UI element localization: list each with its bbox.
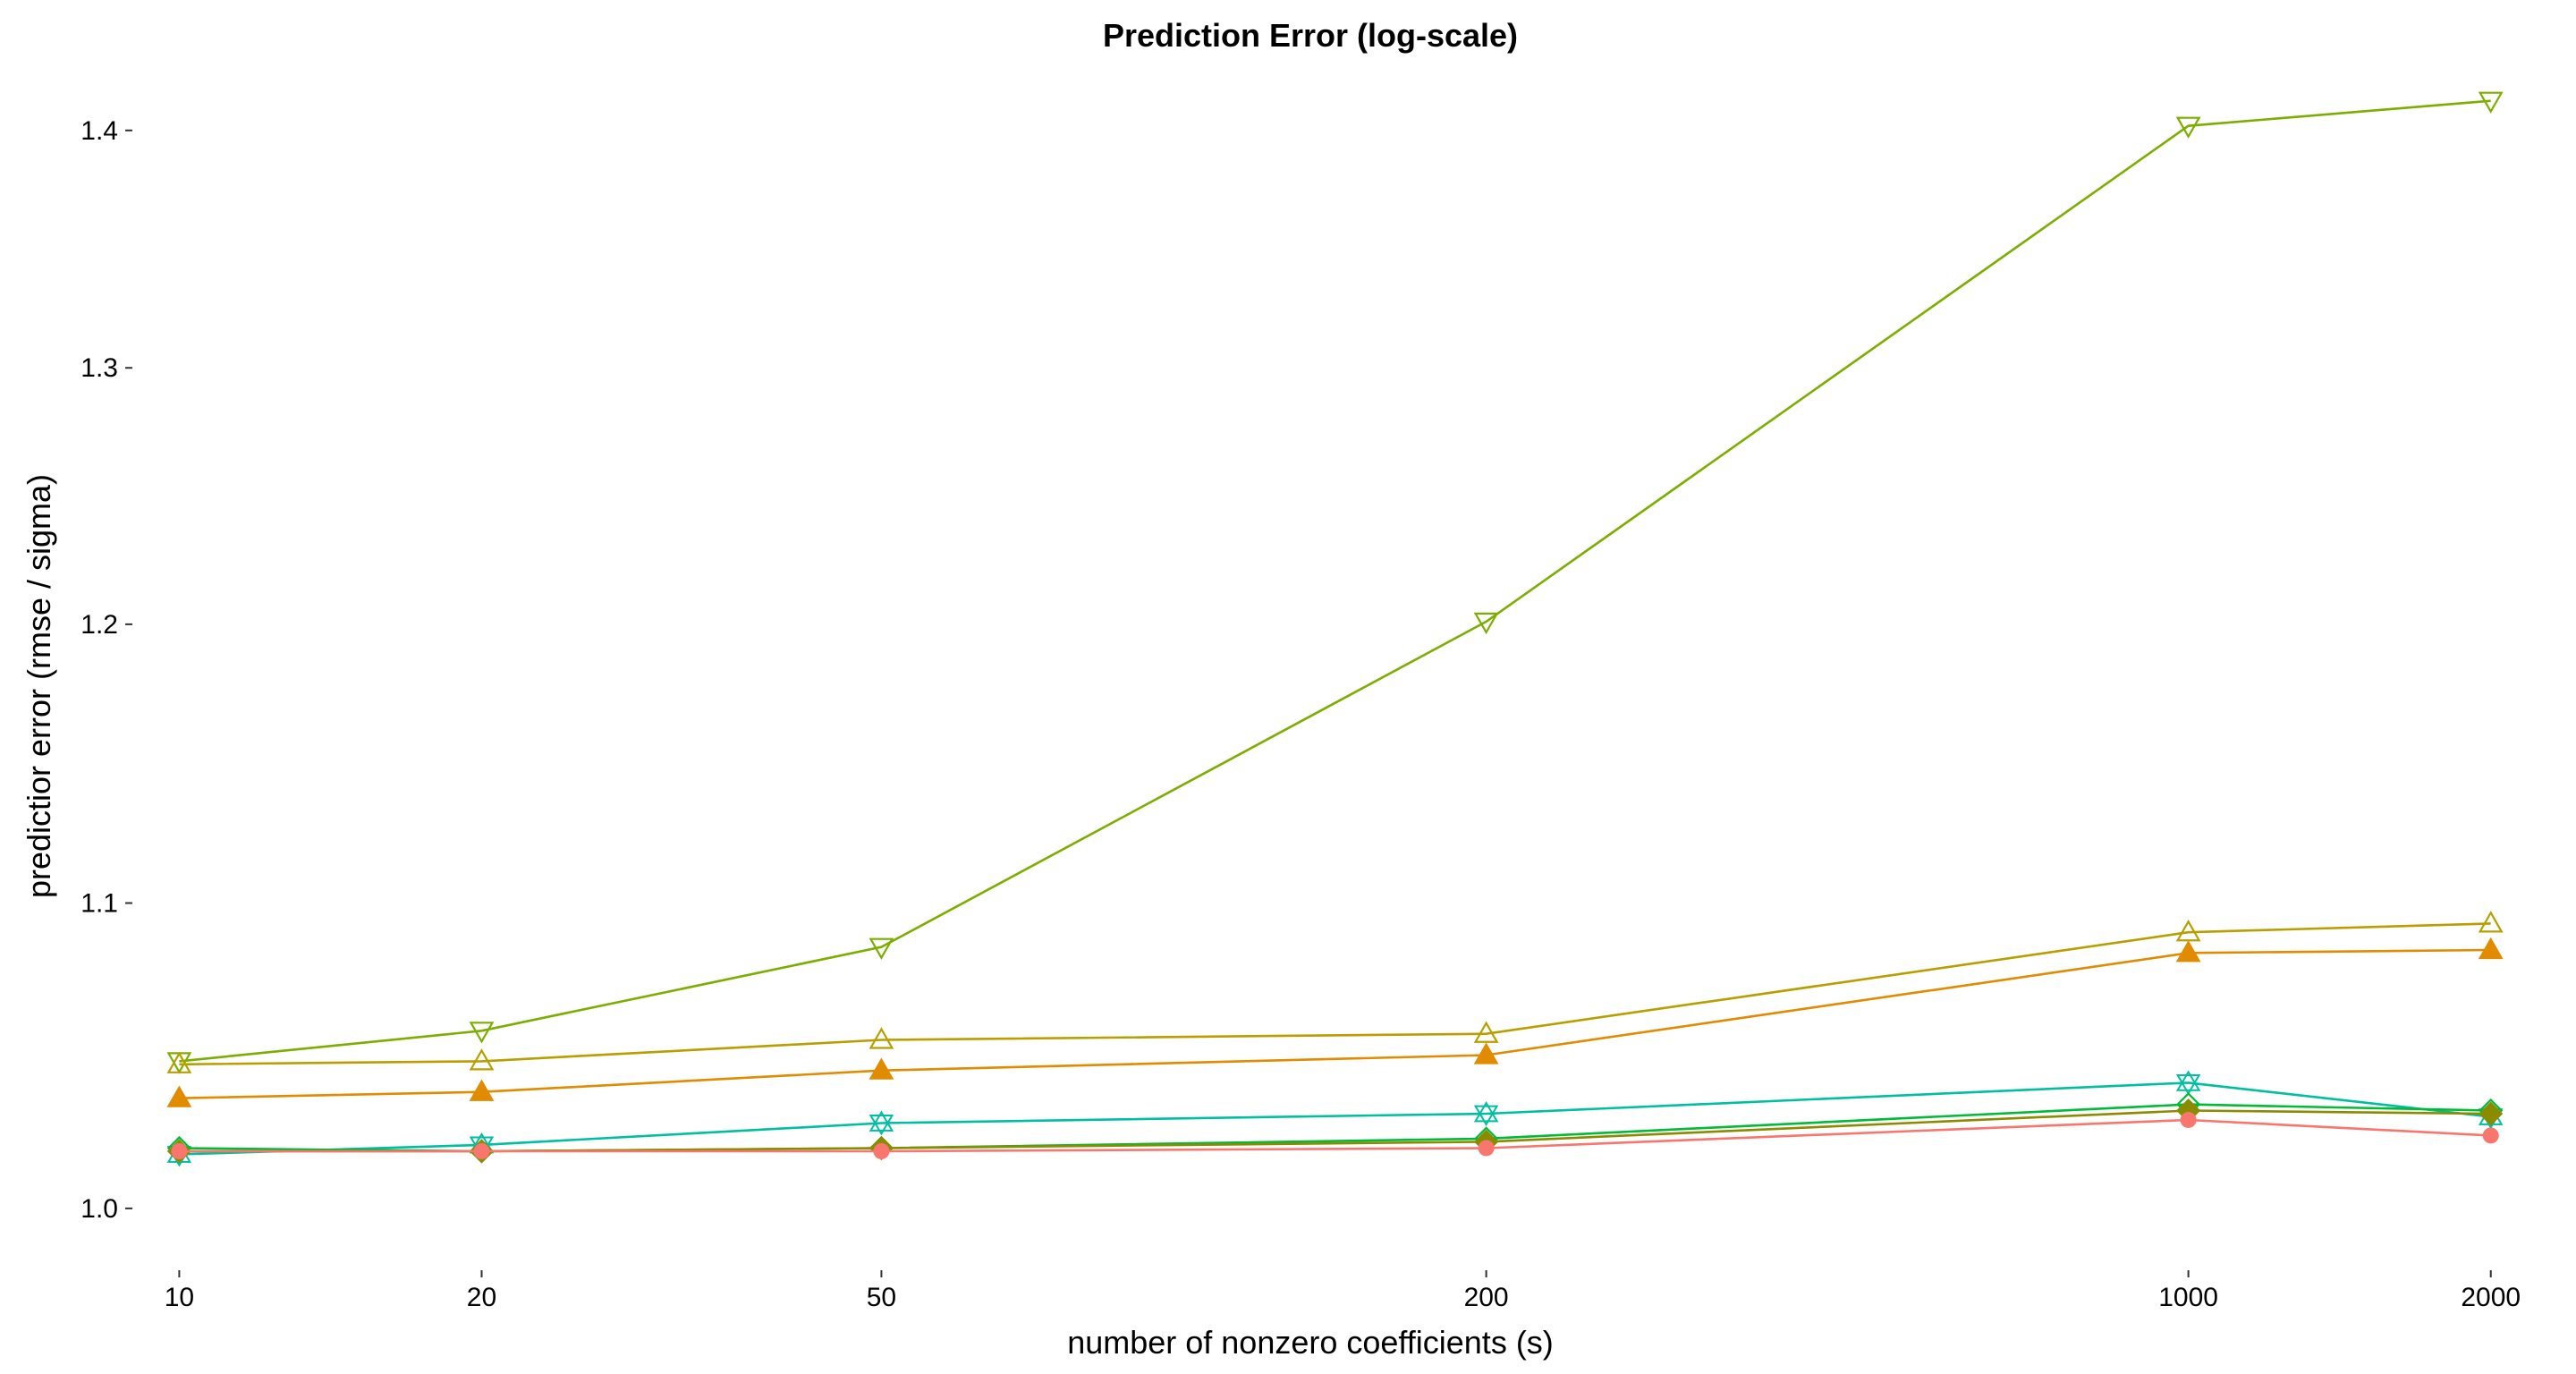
data-point (166, 1052, 192, 1074)
marker-part (2175, 1074, 2201, 1096)
series-7 (171, 1111, 2499, 1159)
data-point (2478, 91, 2504, 114)
y-tick-label: 1.2 (80, 610, 118, 640)
data-point (473, 1142, 490, 1159)
y-tick-label: 1.1 (80, 889, 118, 919)
series-line (179, 1081, 2491, 1156)
data-point (1473, 1042, 1499, 1064)
data-point (1473, 1021, 1499, 1043)
y-axis: 1.0 1.1 1.2 1.3 1.4 (80, 116, 132, 1224)
x-axis: 10 20 50 200 1000 2000 (165, 1270, 2521, 1312)
series-line (179, 1118, 2491, 1153)
marker-part (869, 1115, 894, 1136)
data-point (873, 1142, 890, 1159)
data-point (2482, 1127, 2499, 1144)
marker-part (1473, 1101, 1499, 1123)
x-tick-label: 200 (1464, 1283, 1509, 1312)
data-point (166, 1085, 192, 1107)
data-point (1473, 612, 1499, 635)
chart-title: Prediction Error (log-scale) (1103, 17, 1518, 54)
marker-part (2175, 1070, 2201, 1091)
series-3 (166, 937, 2504, 1107)
data-point (869, 937, 894, 960)
data-point (869, 1027, 894, 1049)
data-point (869, 1110, 894, 1136)
data-point (2479, 1101, 2504, 1126)
x-tick-label: 20 (467, 1283, 496, 1312)
y-tick-label: 1.0 (80, 1194, 118, 1224)
data-point (171, 1142, 188, 1159)
data-point (2180, 1111, 2197, 1128)
x-axis-label: number of nonzero coefficients (s) (1067, 1324, 1554, 1361)
series-line (179, 99, 2491, 1063)
data-point (2478, 911, 2504, 933)
x-tick-label: 2000 (2461, 1283, 2521, 1312)
y-tick-label: 1.4 (80, 116, 118, 146)
data-point (2175, 116, 2201, 139)
data-point (469, 1048, 495, 1071)
plot-area (166, 91, 2504, 1167)
series-2 (166, 911, 2504, 1073)
data-point (869, 1057, 894, 1080)
x-tick-label: 10 (165, 1283, 194, 1312)
marker-part (869, 1110, 894, 1132)
marker-part (1473, 1105, 1499, 1126)
x-tick-label: 50 (867, 1283, 896, 1312)
data-point (469, 1022, 495, 1044)
data-point (2175, 1070, 2201, 1096)
series-6 (166, 1098, 2504, 1164)
data-point (1478, 1140, 1495, 1157)
series-line (179, 922, 2491, 1066)
series-line (179, 948, 2491, 1099)
data-point (469, 1079, 495, 1101)
data-point (2175, 940, 2201, 963)
data-point (166, 1051, 192, 1073)
y-tick-label: 1.3 (80, 353, 118, 383)
data-point (2478, 937, 2504, 960)
series-1 (166, 91, 2504, 1074)
data-point (1473, 1101, 1499, 1126)
x-tick-label: 1000 (2158, 1283, 2218, 1312)
y-axis-label: predictior error (rmse / sigma) (21, 474, 57, 898)
